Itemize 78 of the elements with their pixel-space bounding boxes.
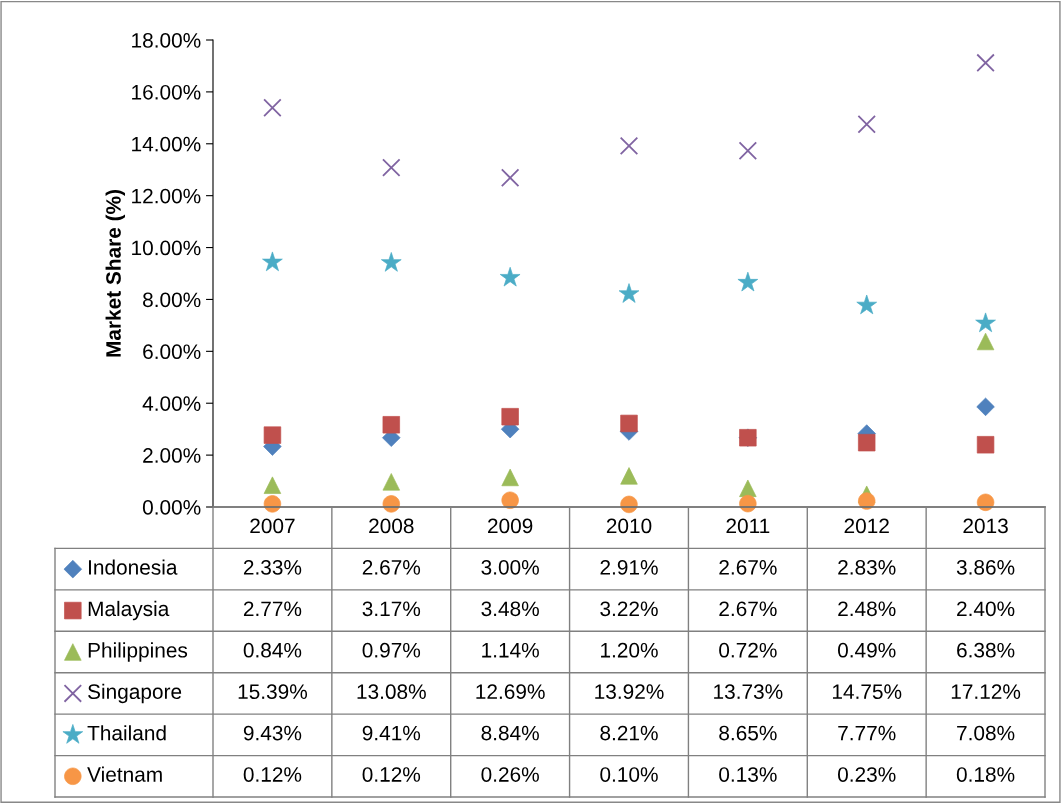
data-label: 3.17% bbox=[362, 601, 421, 617]
data-label: 1.14% bbox=[482, 642, 539, 658]
legend-label: Vietnam bbox=[87, 766, 162, 782]
data-label: 17.12% bbox=[951, 684, 1021, 699]
y-tick-label: 4.00% bbox=[142, 396, 201, 411]
legend-label: Singapore bbox=[88, 683, 182, 704]
x-tick-label: 2012 bbox=[844, 518, 889, 534]
point bbox=[976, 436, 995, 454]
data-label: 2.48% bbox=[838, 601, 896, 617]
data-label: 0.84% bbox=[243, 642, 302, 658]
data-label: 0.12% bbox=[243, 767, 302, 782]
data-label: 2.40% bbox=[957, 601, 1015, 617]
x-tick-label: 2010 bbox=[606, 518, 652, 534]
point bbox=[738, 141, 758, 161]
y-tick-label: 8.00% bbox=[143, 292, 201, 308]
data-label: 0.10% bbox=[600, 767, 658, 782]
data-label: 0.49% bbox=[837, 642, 896, 658]
data-label: 2.67% bbox=[719, 601, 777, 617]
data-label: 2.91% bbox=[600, 559, 658, 575]
point bbox=[382, 158, 401, 177]
point bbox=[976, 397, 995, 417]
point bbox=[382, 416, 400, 434]
x-tick-label: 2011 bbox=[726, 518, 770, 534]
y-tick-label: 0.00% bbox=[142, 500, 201, 515]
data-label: 8.65% bbox=[719, 725, 777, 741]
data-label: 2.33% bbox=[243, 559, 302, 575]
y-tick-label: 6.00% bbox=[143, 344, 201, 360]
data-label: 13.92% bbox=[595, 684, 664, 700]
data-label: 3.22% bbox=[600, 601, 658, 617]
y-tick-label: 14.00% bbox=[132, 136, 201, 152]
data-label: 3.86% bbox=[956, 559, 1015, 575]
data-label: 2.67% bbox=[719, 559, 777, 575]
data-label: 0.72% bbox=[719, 642, 777, 658]
data-label: 13.08% bbox=[357, 684, 426, 700]
data-label: 0.12% bbox=[362, 767, 421, 782]
data-label: 6.38% bbox=[957, 642, 1015, 658]
point bbox=[500, 168, 520, 188]
y-tick-label: 10.00% bbox=[132, 240, 201, 256]
x-tick-label: 2008 bbox=[369, 518, 414, 534]
x-tick-label: 2007 bbox=[250, 518, 295, 534]
legend-label: Indonesia bbox=[89, 559, 178, 575]
point bbox=[501, 468, 519, 487]
data-label: 14.75% bbox=[832, 684, 902, 700]
data-label: 1.20% bbox=[601, 642, 658, 658]
data-label: 0.97% bbox=[362, 642, 421, 658]
data-label: 0.23% bbox=[837, 767, 896, 782]
x-tick-label: 2013 bbox=[963, 518, 1008, 534]
data-label: 8.84% bbox=[481, 725, 539, 741]
data-label: 8.21% bbox=[600, 725, 658, 741]
data-label: 2.83% bbox=[838, 559, 896, 575]
legend-label: Malaysia bbox=[88, 600, 170, 621]
data-label: 7.77% bbox=[838, 725, 896, 741]
data-label: 9.41% bbox=[362, 725, 421, 741]
data-label: 3.48% bbox=[481, 601, 539, 617]
data-label: 2.77% bbox=[243, 601, 302, 617]
data-label: 12.69% bbox=[476, 684, 545, 700]
point bbox=[619, 136, 639, 156]
data-label: 3.00% bbox=[481, 559, 539, 575]
data-label: 0.13% bbox=[719, 767, 777, 782]
point bbox=[263, 98, 282, 117]
legend-label: Thailand bbox=[87, 725, 166, 741]
point bbox=[976, 53, 995, 73]
data-label: 7.08% bbox=[957, 725, 1015, 741]
y-tick-label: 18.00% bbox=[132, 33, 201, 48]
point bbox=[620, 414, 638, 433]
y-tick-label: 2.00% bbox=[143, 448, 201, 463]
y-tick-label: 12.00% bbox=[132, 188, 201, 204]
data-label: 9.43% bbox=[243, 725, 302, 741]
data-label: 2.67% bbox=[362, 559, 421, 575]
legend-label: Philippines bbox=[88, 642, 188, 662]
data-label: 0.18% bbox=[956, 767, 1015, 782]
y-tick-label: 16.00% bbox=[132, 84, 201, 100]
point bbox=[857, 115, 876, 134]
y-axis-title: Market Share (%) bbox=[105, 190, 125, 357]
data-label: 0.26% bbox=[481, 767, 539, 782]
data-label: 15.39% bbox=[238, 684, 308, 700]
x-tick-label: 2009 bbox=[488, 518, 533, 534]
data-label: 13.73% bbox=[714, 684, 783, 700]
